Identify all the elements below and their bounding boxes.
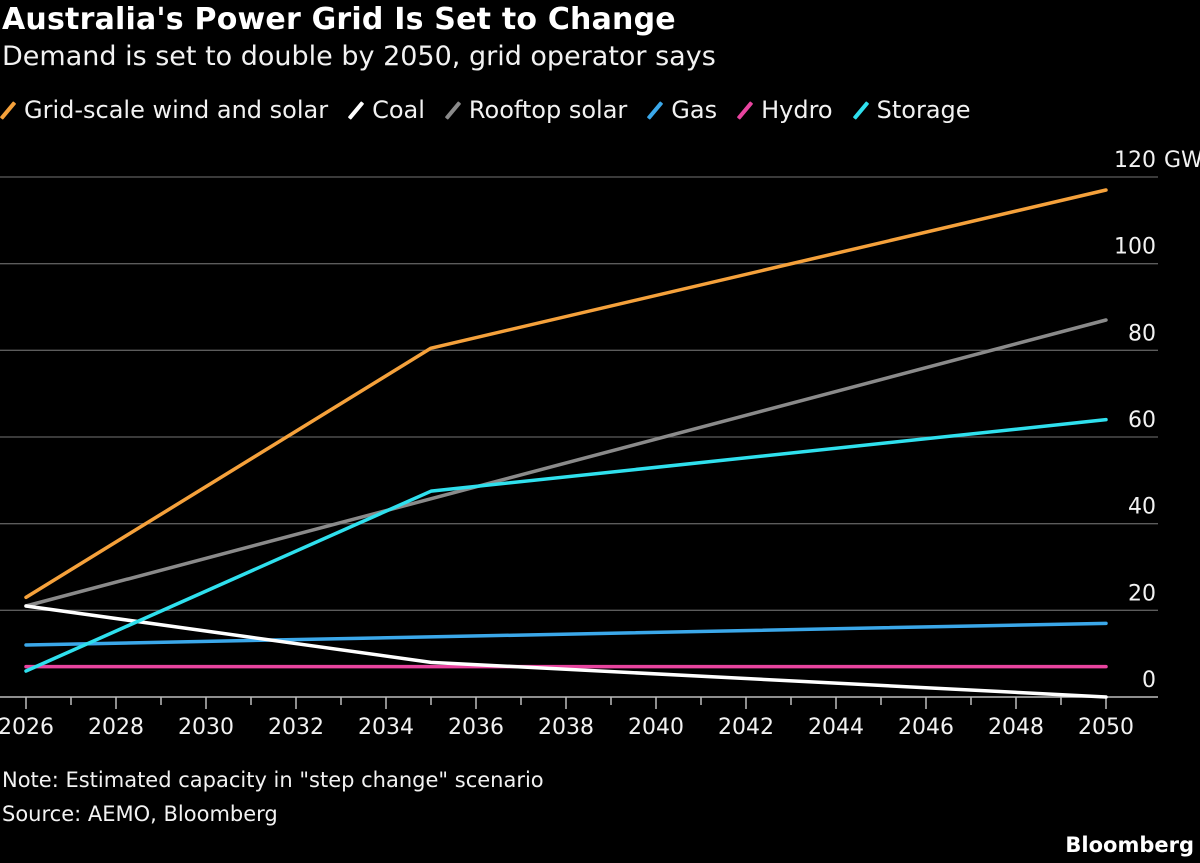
legend-swatch bbox=[347, 100, 365, 120]
x-tick-label: 2048 bbox=[988, 715, 1044, 740]
legend-label: Gas bbox=[671, 96, 718, 124]
series-line-rooftop-solar bbox=[24, 318, 1108, 608]
legend-swatch bbox=[852, 100, 869, 120]
x-tick-label: 2028 bbox=[88, 715, 144, 740]
legend-swatch bbox=[736, 100, 754, 120]
y-tick-label: 80 bbox=[1128, 321, 1156, 346]
y-unit-label: GW bbox=[1164, 148, 1200, 173]
legend-item: Gas bbox=[647, 96, 718, 124]
series-line-coal bbox=[24, 604, 1108, 699]
bloomberg-logo: Bloomberg bbox=[1065, 833, 1194, 857]
x-tick-label: 2030 bbox=[178, 715, 234, 740]
series-line-gas bbox=[24, 621, 1108, 647]
x-tick-label: 2050 bbox=[1078, 715, 1134, 740]
legend-label: Hydro bbox=[761, 96, 833, 124]
legend-swatch bbox=[444, 100, 462, 120]
chart-title: Australia's Power Grid Is Set to Change bbox=[2, 2, 676, 37]
legend-item: Grid-scale wind and solar bbox=[0, 96, 329, 124]
y-tick-label: 0 bbox=[1142, 668, 1156, 693]
legend-item: Storage bbox=[852, 96, 971, 124]
series-line-storage bbox=[24, 417, 1108, 673]
legend-label: Coal bbox=[372, 96, 425, 124]
chart-note: Note: Estimated capacity in "step change… bbox=[2, 768, 544, 792]
chart-subtitle: Demand is set to double by 2050, grid op… bbox=[2, 41, 716, 72]
x-tick-label: 2044 bbox=[808, 715, 864, 740]
chart-legend: Grid-scale wind and solar Coal Rooftop sol… bbox=[0, 96, 997, 124]
x-tick-label: 2038 bbox=[538, 715, 594, 740]
series-line-grid-scale-wind-and-solar bbox=[24, 188, 1108, 600]
y-tick-label: 20 bbox=[1128, 581, 1156, 606]
x-tick-label: 2040 bbox=[628, 715, 684, 740]
legend-label: Storage bbox=[876, 96, 971, 124]
y-tick-label: 40 bbox=[1128, 495, 1156, 520]
legend-swatch bbox=[647, 100, 664, 120]
x-tick-label: 2036 bbox=[448, 715, 504, 740]
legend-item: Coal bbox=[347, 96, 425, 124]
x-tick-label: 2026 bbox=[0, 715, 54, 740]
x-tick-label: 2042 bbox=[718, 715, 774, 740]
legend-label: Grid-scale wind and solar bbox=[24, 96, 329, 124]
legend-item: Hydro bbox=[736, 96, 833, 124]
legend-swatch bbox=[0, 100, 17, 120]
legend-item: Rooftop solar bbox=[444, 96, 628, 124]
y-tick-label: 100 bbox=[1114, 235, 1156, 260]
y-tick-label: 60 bbox=[1128, 408, 1156, 433]
x-tick-label: 2046 bbox=[898, 715, 954, 740]
chart-source: Source: AEMO, Bloomberg bbox=[2, 802, 278, 826]
y-tick-label: 120 bbox=[1114, 148, 1156, 173]
legend-label: Rooftop solar bbox=[468, 96, 628, 124]
x-tick-label: 2034 bbox=[358, 715, 414, 740]
x-tick-label: 2032 bbox=[268, 715, 324, 740]
